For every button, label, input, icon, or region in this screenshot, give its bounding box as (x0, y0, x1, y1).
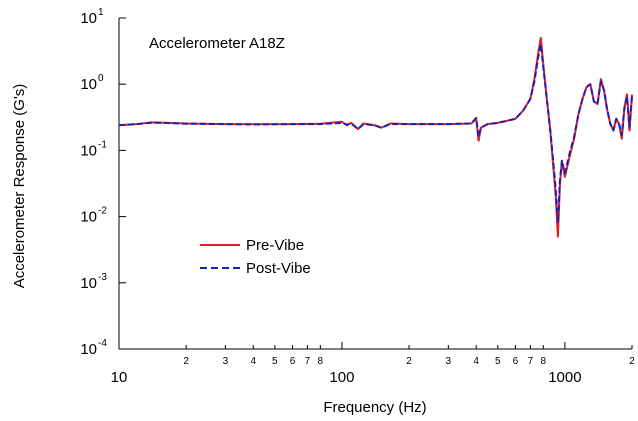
series-line-post-vibe (118, 43, 633, 224)
y-tick-exponent: -2 (98, 206, 107, 217)
y-tick-label: 10 (80, 209, 97, 226)
y-tick-exponent: -3 (98, 272, 107, 283)
x-minor-tick-label: 8 (318, 356, 324, 367)
y-tick-exponent: 1 (98, 7, 104, 18)
x-minor-tick-label: 6 (513, 356, 519, 367)
legend-label-post-vibe: Post-Vibe (246, 260, 311, 277)
y-tick-label: 10 (80, 10, 97, 27)
x-axis-title: Frequency (Hz) (323, 399, 426, 416)
x-minor-tick-label: 3 (223, 356, 229, 367)
x-minor-tick-label: 4 (250, 356, 256, 367)
x-minor-tick-label: 5 (495, 356, 501, 367)
x-minor-tick-label: 6 (290, 356, 296, 367)
x-major-tick-label: 100 (329, 369, 354, 386)
x-major-tick-label: 10 (111, 369, 128, 386)
x-minor-tick-label: 2 (629, 356, 635, 367)
series-line-pre-vibe (118, 36, 633, 238)
x-minor-tick-label: 3 (446, 356, 452, 367)
x-minor-tick-label: 8 (541, 356, 547, 367)
y-tick-exponent: -1 (98, 139, 107, 150)
plot-area (118, 36, 633, 238)
x-minor-tick-label: 7 (305, 356, 311, 367)
legend-label-pre-vibe: Pre-Vibe (246, 237, 304, 254)
y-tick-label: 10 (80, 341, 97, 358)
x-minor-tick-label: 2 (183, 356, 189, 367)
chart-title: Accelerometer A18Z (149, 35, 285, 52)
x-minor-tick-label: 4 (473, 356, 479, 367)
y-tick-exponent: 0 (98, 73, 104, 84)
x-major-tick-label: 1000 (548, 369, 581, 386)
legend: Pre-Vibe Post-Vibe (200, 237, 311, 277)
x-minor-tick-label: 5 (272, 356, 278, 367)
x-minor-tick-label: 7 (528, 356, 534, 367)
y-axis-title: Accelerometer Response (G's) (11, 84, 28, 289)
x-minor-tick-label: 2 (406, 356, 412, 367)
y-tick-label: 10 (80, 76, 97, 93)
y-tick-label: 10 (80, 142, 97, 159)
y-tick-exponent: -4 (98, 338, 107, 349)
y-tick-label: 10 (80, 275, 97, 292)
